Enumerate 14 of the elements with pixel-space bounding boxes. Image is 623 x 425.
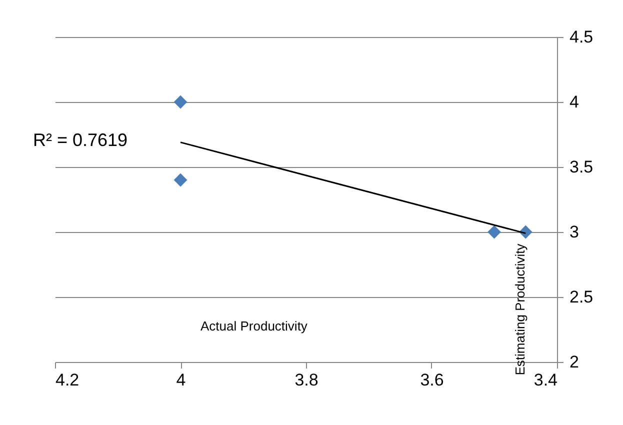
x-tick-label: 3.6: [420, 370, 444, 390]
x-tick-label: 4: [176, 370, 186, 390]
y-tick-label: 3.5: [570, 158, 594, 176]
x-axis-title: Actual Productivity: [200, 318, 308, 334]
x-tick-label: 3.4: [534, 370, 558, 390]
x-tick-label: 4.2: [56, 370, 80, 390]
x-tick-label: 3.8: [294, 370, 318, 390]
y-axis-title: Estimating Productivity: [512, 243, 528, 376]
y-tick-label: 2.5: [570, 288, 594, 306]
y-tick-label: 2: [570, 352, 579, 372]
y-tick-label: 3: [570, 222, 579, 242]
annotation: R² = 0.7619: [33, 130, 128, 150]
y-tick-label: 4: [570, 92, 579, 112]
y-tick-label: 4.5: [570, 28, 594, 46]
